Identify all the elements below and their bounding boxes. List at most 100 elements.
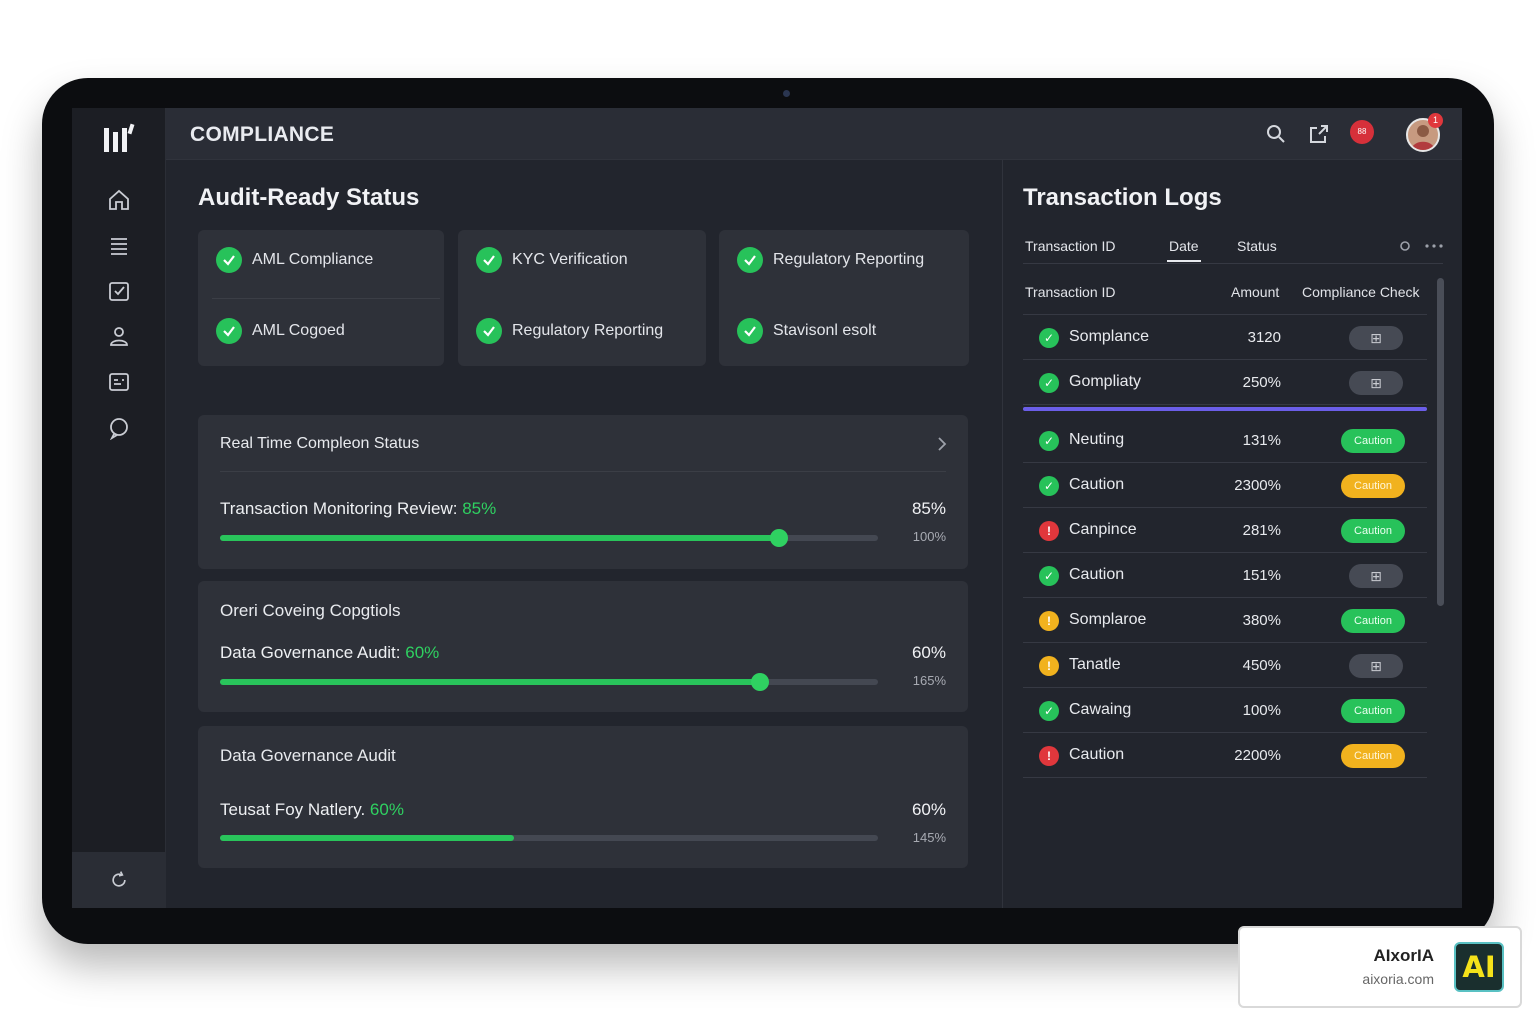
compliance-check-icon[interactable]: ⊞ bbox=[1349, 564, 1403, 588]
tab-date[interactable]: Date bbox=[1167, 238, 1201, 262]
compliance-check-icon[interactable]: ⊞ bbox=[1349, 326, 1403, 350]
transaction-name: Gompliaty bbox=[1069, 373, 1142, 390]
user-icon[interactable] bbox=[107, 324, 131, 348]
filter-icon[interactable] bbox=[1399, 240, 1411, 252]
check-icon bbox=[216, 318, 242, 344]
progress-fill bbox=[220, 835, 515, 841]
audit-item-label: Regulatory Reporting bbox=[512, 322, 664, 339]
audit-section-title: Audit-Ready Status bbox=[198, 184, 420, 211]
notification-badge[interactable]: 88 bbox=[1350, 120, 1374, 144]
progress-track[interactable] bbox=[220, 673, 878, 691]
compliance-check-icon[interactable]: ⊞ bbox=[1349, 371, 1403, 395]
audit-item-label: Stavisonl esolt bbox=[773, 322, 877, 339]
avatar-badge: 1 bbox=[1428, 113, 1443, 128]
column-header-compliance-check[interactable]: Compliance Check bbox=[1302, 284, 1420, 300]
metric-subvalue: 165% bbox=[912, 673, 946, 688]
compliance-check-icon[interactable]: ⊞ bbox=[1349, 654, 1403, 678]
status-indicator-icon: ! bbox=[1039, 656, 1059, 676]
audit-item-label: KYC Verification bbox=[512, 251, 628, 268]
transaction-amount: 2300% bbox=[1234, 477, 1281, 494]
compliance-check-badge[interactable]: Caution bbox=[1341, 609, 1405, 633]
audit-item: AML Compliance bbox=[216, 247, 373, 273]
share-icon[interactable] bbox=[1307, 122, 1331, 146]
progress-track[interactable] bbox=[220, 835, 878, 841]
home-icon[interactable] bbox=[107, 188, 131, 212]
transaction-logs-panel: Transaction Logs Transaction ID Date Sta… bbox=[1002, 160, 1462, 908]
status-panel: Oreri Coveing Copgtiols Data Governance … bbox=[198, 581, 968, 712]
compliance-check-badge[interactable]: Caution bbox=[1341, 429, 1405, 453]
column-header-transaction-id[interactable]: Transaction ID bbox=[1025, 284, 1116, 300]
more-options-icon[interactable] bbox=[1425, 244, 1443, 248]
progress-knob[interactable] bbox=[750, 673, 769, 691]
transaction-name: Somplance bbox=[1069, 328, 1150, 345]
transaction-name: Caution bbox=[1069, 476, 1125, 493]
transaction-name: Caution bbox=[1069, 566, 1125, 583]
column-header-amount[interactable]: Amount bbox=[1231, 284, 1280, 300]
report-icon[interactable] bbox=[107, 370, 131, 394]
app-logo[interactable] bbox=[102, 122, 136, 156]
table-row[interactable]: ! Canpince 281% Caution bbox=[1023, 508, 1427, 553]
tab-status[interactable]: Status bbox=[1237, 238, 1277, 254]
metric-label: Transaction Monitoring Review: 85% bbox=[220, 499, 497, 518]
table-row[interactable]: ✓ Somplance 3120 ⊞ bbox=[1023, 315, 1427, 360]
progress-fill bbox=[220, 535, 780, 541]
logs-title: Transaction Logs bbox=[1023, 184, 1222, 211]
audit-card[interactable]: Regulatory Reporting Stavisonl esolt bbox=[719, 230, 969, 366]
list-icon[interactable] bbox=[107, 234, 131, 258]
transaction-amount: 3120 bbox=[1247, 329, 1281, 346]
compliance-check-badge[interactable]: Caution bbox=[1341, 744, 1405, 768]
sidebar-footer bbox=[72, 852, 166, 908]
transaction-name: Caution bbox=[1069, 746, 1125, 763]
tab-transaction-id[interactable]: Transaction ID bbox=[1025, 238, 1116, 254]
refresh-icon[interactable] bbox=[109, 870, 129, 890]
metric-subvalue: 100% bbox=[912, 529, 946, 544]
app-screen: COMPLIANCE 88 1 Audit-Ready Status AML C… bbox=[72, 108, 1462, 908]
check-icon bbox=[216, 247, 242, 273]
brand-url: aixoria.com bbox=[1362, 971, 1434, 987]
status-panel: Real Time Compleon Status Transaction Mo… bbox=[198, 415, 968, 569]
metric-label: Data Governance Audit: 60% bbox=[220, 643, 440, 662]
brand-watermark: AIxorIA aixoria.com AI bbox=[1238, 926, 1522, 1008]
audit-card[interactable]: AML Compliance AML Cogoed bbox=[198, 230, 444, 366]
table-row[interactable]: ✓ Cawaing 100% Caution bbox=[1023, 688, 1427, 733]
compliance-check-badge[interactable]: Caution bbox=[1341, 519, 1405, 543]
audit-item: Regulatory Reporting bbox=[476, 318, 663, 344]
metric-label: Teusat Foy Natlery. 60% bbox=[220, 800, 404, 819]
metric-value: 85% bbox=[911, 499, 946, 518]
progress-knob[interactable] bbox=[770, 529, 789, 547]
main-content: Audit-Ready Status AML Compliance AML Co… bbox=[166, 160, 1002, 908]
audit-item: KYC Verification bbox=[476, 247, 628, 273]
divider bbox=[220, 471, 946, 472]
audit-item-label: AML Compliance bbox=[252, 251, 374, 268]
transaction-amount: 250% bbox=[1242, 374, 1281, 391]
table-row[interactable]: ✓ Neuting 131% Caution bbox=[1023, 418, 1427, 463]
calendar-check-icon[interactable] bbox=[107, 279, 131, 303]
progress-fill bbox=[220, 679, 760, 685]
table-row[interactable]: ! Caution 2200% Caution bbox=[1023, 733, 1427, 778]
table-row[interactable]: ✓ Caution 151% ⊞ bbox=[1023, 553, 1427, 598]
compliance-check-badge[interactable]: Caution bbox=[1341, 474, 1405, 498]
table-row[interactable]: ! Somplaroe 380% Caution bbox=[1023, 598, 1427, 643]
status-indicator-icon: ✓ bbox=[1039, 328, 1059, 348]
transaction-name: Canpince bbox=[1069, 521, 1137, 538]
search-icon[interactable] bbox=[1264, 122, 1288, 146]
table-row[interactable]: ✓ Caution 2300% Caution bbox=[1023, 463, 1427, 508]
progress-track[interactable] bbox=[220, 529, 878, 547]
table-row[interactable]: ✓ Gompliaty 250% ⊞ bbox=[1023, 360, 1427, 405]
scrollbar[interactable] bbox=[1437, 278, 1444, 606]
metric-value: 60% bbox=[911, 800, 946, 819]
brand-name: AIxorIA bbox=[1373, 946, 1434, 965]
table-row[interactable]: ! Tanatle 450% ⊞ bbox=[1023, 643, 1427, 688]
transaction-name: Tanatle bbox=[1069, 656, 1121, 673]
chat-icon[interactable] bbox=[107, 416, 131, 440]
compliance-check-badge[interactable]: Caution bbox=[1341, 699, 1405, 723]
check-icon bbox=[476, 318, 502, 344]
status-indicator-icon: ! bbox=[1039, 521, 1059, 541]
camera-dot bbox=[783, 90, 790, 97]
status-indicator-icon: ✓ bbox=[1039, 373, 1059, 393]
divider bbox=[1023, 314, 1427, 315]
chevron-right-icon[interactable] bbox=[936, 436, 948, 452]
audit-card[interactable]: KYC Verification Regulatory Reporting bbox=[458, 230, 706, 366]
metric-value: 60% bbox=[911, 643, 946, 662]
status-indicator-icon: ! bbox=[1039, 611, 1059, 631]
